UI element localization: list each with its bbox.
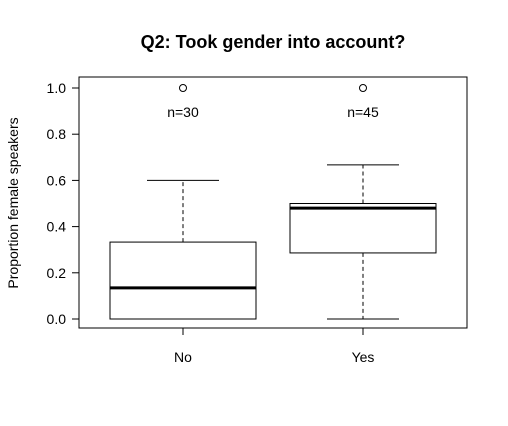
outlier-point [359,84,367,92]
x-axis-ticks: No Yes [174,328,374,365]
y-axis-label: Proportion female speakers [5,117,21,288]
sample-size-label: n=45 [347,104,379,120]
box-no: n=30 [109,84,257,320]
chart-title: Q2: Took gender into account? [141,32,406,52]
y-tick-label: 0.2 [47,265,67,281]
boxes-group: n=30 n=45 [109,84,437,320]
x-tick-label: No [174,349,192,365]
outlier-point [179,84,187,92]
y-tick-label: 0.4 [47,219,67,235]
y-tick-label: 0.8 [47,126,67,142]
y-tick-label: 0.6 [47,172,67,188]
y-axis-ticks: 0.0 0.2 0.4 0.6 0.8 1.0 [47,80,79,327]
sample-size-label: n=30 [167,104,199,120]
y-tick-label: 1.0 [47,80,67,96]
x-tick-label: Yes [352,349,375,365]
plot-frame [78,76,468,329]
iqr-box [289,203,437,254]
box-yes: n=45 [289,84,437,320]
iqr-box [109,241,257,320]
y-tick-label: 0.0 [47,311,67,327]
